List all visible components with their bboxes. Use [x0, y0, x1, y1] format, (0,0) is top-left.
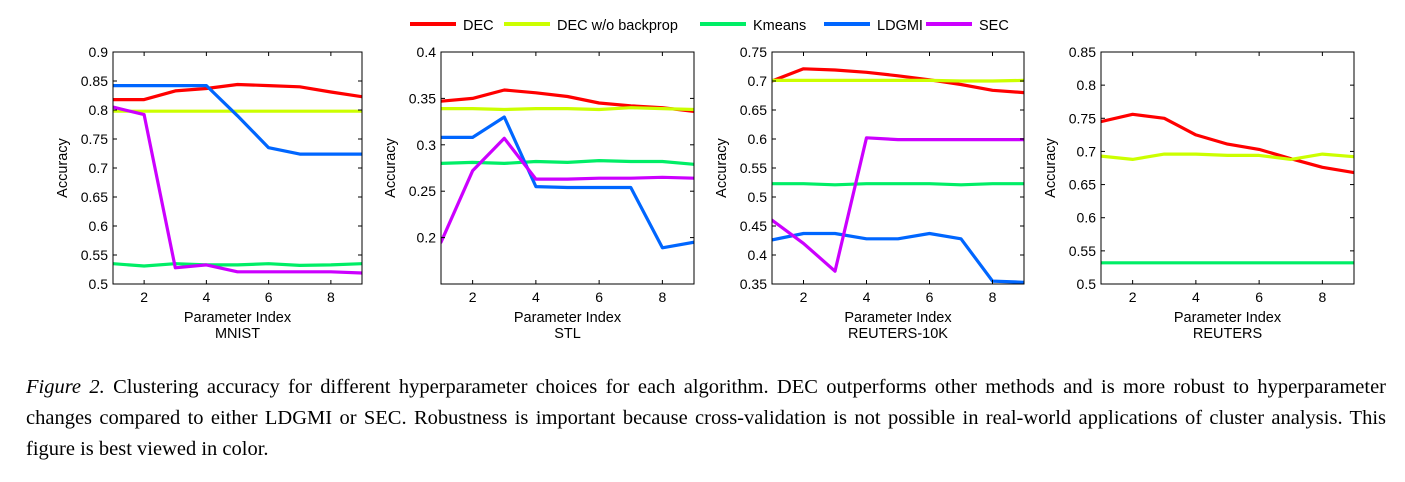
- chart-panels: 2 4 6 8 0.5 0.55 0.6 0.65 0.7 0.75 0.8 0.85 0.9 Param…: [55, 44, 1355, 342]
- x-tick-label: 4: [532, 289, 540, 305]
- series-group: [113, 82, 362, 275]
- y-tick-label: 0.6: [89, 218, 109, 234]
- y-tick-label: 0.5: [89, 276, 109, 292]
- series-line-sec: [113, 105, 362, 275]
- legend: DEC DEC w/o backprop Kmeans LDGMI SEC: [410, 18, 1009, 34]
- series-line-ldgmi: [772, 231, 1024, 284]
- y-tick-label: 0.85: [81, 73, 108, 89]
- y-tick-label: 0.6: [1077, 210, 1097, 226]
- legend-label-dec: DEC: [463, 18, 494, 34]
- x-axis-label: Parameter Index: [184, 310, 292, 326]
- x-tick-label: 2: [140, 289, 148, 305]
- x-tick-label: 2: [1129, 289, 1137, 305]
- x-tick-label: 4: [1192, 289, 1200, 305]
- series-line-kmeans: [441, 159, 694, 166]
- series-line-kmeans: [113, 262, 362, 268]
- y-tick-label: 0.35: [740, 276, 767, 292]
- dataset-label: REUTERS: [1193, 326, 1262, 342]
- figure: DEC DEC w/o backprop Kmeans LDGMI SEC 2 4 6 8 0.…: [55, 18, 1355, 342]
- x-tick-label: 8: [658, 289, 666, 305]
- y-axis-label: Accuracy: [383, 137, 399, 197]
- series-line-dec: [1101, 112, 1354, 175]
- y-tick-label: 0.25: [409, 183, 436, 199]
- x-tick-label: 6: [595, 289, 603, 305]
- x-tick-label: 8: [1318, 289, 1326, 305]
- dataset-label: STL: [554, 326, 581, 342]
- series-line-kmeans: [772, 182, 1024, 187]
- series-line-sec: [441, 136, 694, 244]
- y-tick-label: 0.65: [740, 102, 767, 118]
- series-group: [772, 67, 1024, 284]
- plot-frame: [440, 51, 695, 285]
- y-tick-label: 0.75: [740, 44, 767, 60]
- y-tick-label: 0.3: [417, 137, 437, 153]
- y-tick-label: 0.65: [1069, 177, 1096, 193]
- x-tick-label: 4: [202, 289, 210, 305]
- x-tick-label: 6: [265, 289, 273, 305]
- legend-label-dec-w-o-backprop: DEC w/o backprop: [557, 18, 678, 34]
- legend-label-kmeans: Kmeans: [753, 18, 806, 34]
- x-axis-label: Parameter Index: [844, 310, 952, 326]
- y-tick-label: 0.4: [748, 247, 768, 263]
- legend-label-sec: SEC: [979, 18, 1009, 34]
- chart-mnist: 2 4 6 8 0.5 0.55 0.6 0.65 0.7 0.75 0.8 0.85 0.9 Param…: [55, 44, 363, 342]
- x-tick-label: 2: [800, 289, 808, 305]
- y-tick-label: 0.85: [1069, 44, 1096, 60]
- series-line-dec-w-o-backprop: [441, 106, 694, 112]
- y-tick-label: 0.5: [1077, 276, 1097, 292]
- y-tick-label: 0.55: [740, 160, 767, 176]
- x-tick-label: 2: [469, 289, 477, 305]
- y-tick-label: 0.65: [81, 189, 108, 205]
- x-tick-label: 6: [1255, 289, 1263, 305]
- y-tick-label: 0.4: [417, 44, 437, 60]
- y-tick-label: 0.8: [1077, 77, 1097, 93]
- y-tick-label: 0.55: [81, 247, 108, 263]
- y-tick-label: 0.7: [748, 73, 768, 89]
- figure-caption: Figure 2. Clustering accuracy for differ…: [26, 372, 1386, 465]
- x-tick-label: 8: [989, 289, 997, 305]
- caption-text: Clustering accuracy for different hyperp…: [26, 376, 1386, 460]
- y-tick-label: 0.6: [748, 131, 768, 147]
- series-line-dec: [772, 67, 1024, 95]
- chart-reuters: 2 4 6 8 0.5 0.55 0.6 0.65 0.7 0.75 0.8 0.85 Paramete…: [1043, 44, 1355, 342]
- y-tick-label: 0.55: [1069, 243, 1096, 259]
- series-line-ldgmi: [113, 83, 362, 156]
- x-tick-label: 4: [863, 289, 871, 305]
- x-axis-label: Parameter Index: [514, 310, 622, 326]
- dataset-label: REUTERS-10K: [848, 326, 948, 342]
- y-tick-label: 0.75: [81, 131, 108, 147]
- series-line-dec-w-o-backprop: [772, 78, 1024, 83]
- series-line-sec: [772, 136, 1024, 273]
- series-line-ldgmi: [441, 115, 694, 250]
- caption-label: Figure 2.: [26, 376, 105, 398]
- x-axis-label: Parameter Index: [1174, 310, 1282, 326]
- series-group: [441, 88, 694, 250]
- series-group: [1101, 112, 1354, 265]
- y-tick-label: 0.75: [1069, 110, 1096, 126]
- y-axis-label: Accuracy: [55, 137, 71, 197]
- plot-frame: [1100, 51, 1355, 285]
- x-tick-label: 8: [327, 289, 335, 305]
- dataset-label: MNIST: [215, 326, 260, 342]
- chart-reuters-10k: 2 4 6 8 0.35 0.4 0.45 0.5 0.55 0.6 0.65 0.7 0.75 Para…: [714, 44, 1025, 342]
- y-tick-label: 0.2: [417, 230, 437, 246]
- y-axis-label: Accuracy: [714, 137, 730, 197]
- legend-label-ldgmi: LDGMI: [877, 18, 923, 34]
- series-line-dec: [113, 82, 362, 102]
- series-line-dec-w-o-backprop: [1101, 152, 1354, 161]
- y-tick-label: 0.9: [89, 44, 109, 60]
- y-tick-label: 0.8: [89, 102, 109, 118]
- y-tick-label: 0.7: [89, 160, 109, 176]
- x-tick-label: 6: [926, 289, 934, 305]
- y-tick-label: 0.7: [1077, 143, 1097, 159]
- y-tick-label: 0.5: [748, 189, 768, 205]
- y-tick-label: 0.45: [740, 218, 767, 234]
- y-axis-label: Accuracy: [1043, 137, 1059, 197]
- y-tick-label: 0.35: [409, 90, 436, 106]
